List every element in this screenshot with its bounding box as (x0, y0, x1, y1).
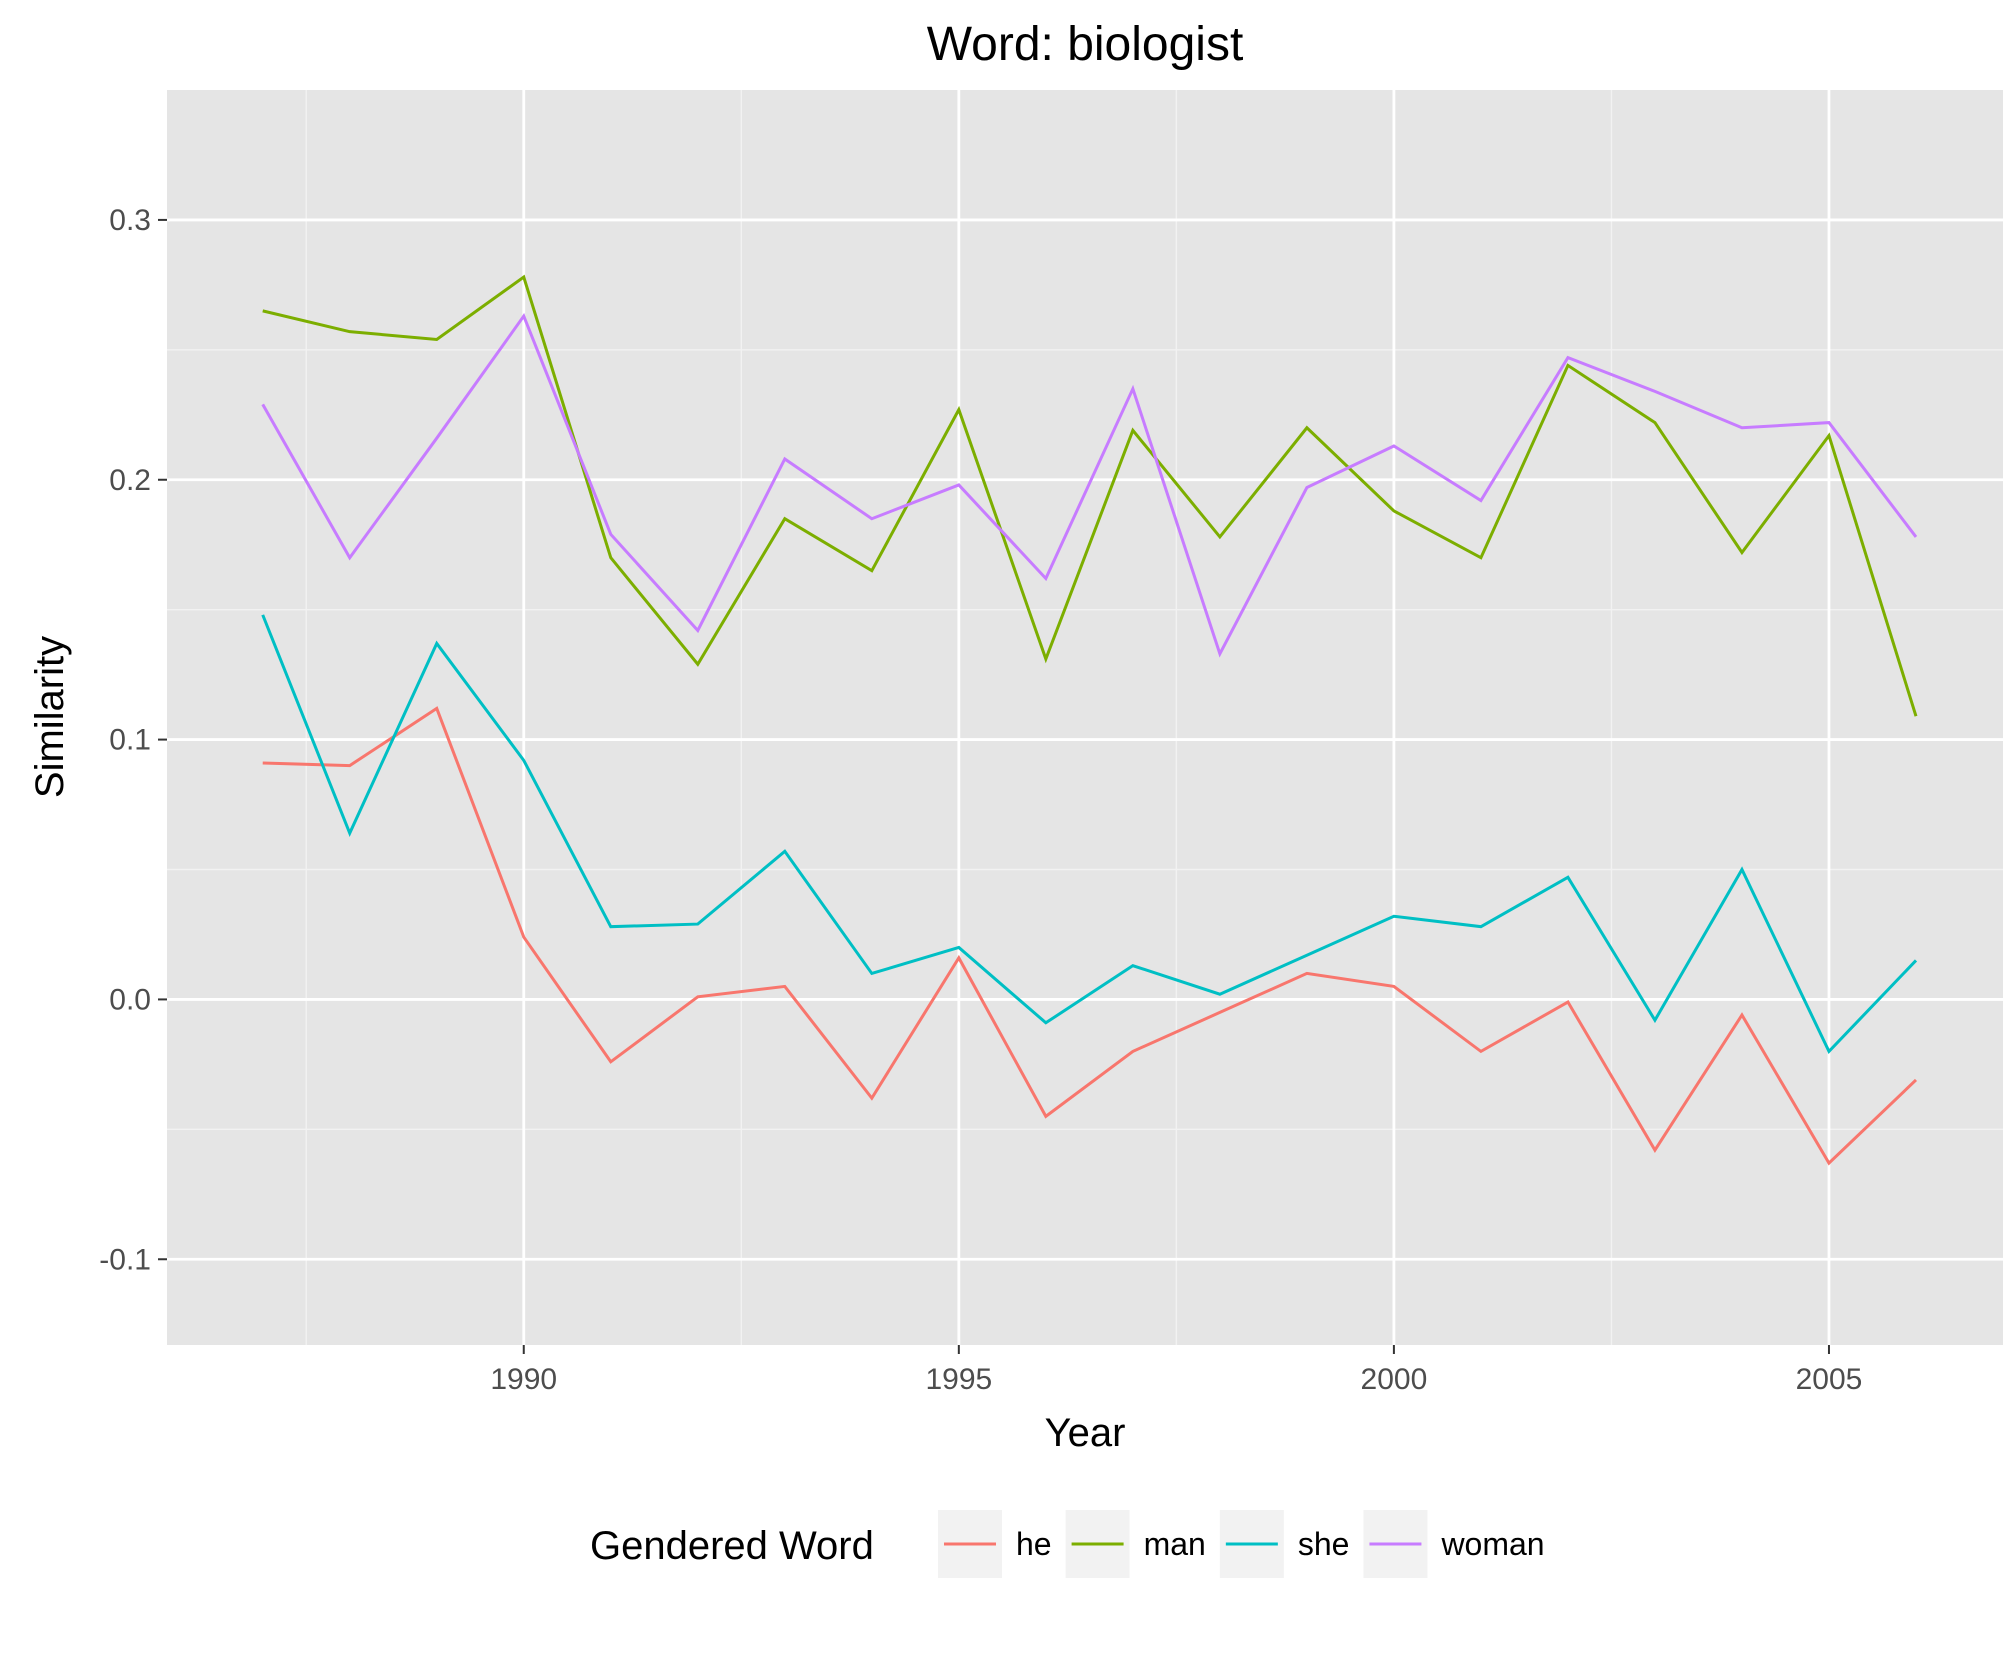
y-axis-title: Similarity (28, 636, 72, 798)
series-line-she (261, 614, 1918, 1054)
x-tick-label: 2000 (1361, 1363, 1428, 1396)
y-tick-label: 0.2 (109, 464, 151, 497)
axis-ticks (158, 218, 1830, 1354)
series-line-he (262, 706, 1918, 1166)
series-lines (261, 274, 1918, 1166)
legend-title: Gendered Word (590, 1524, 874, 1568)
series-line-man (262, 274, 1918, 717)
legend-label: she (1298, 1526, 1350, 1562)
legend-item-man: man (1065, 1510, 1206, 1578)
x-tick-label: 1990 (490, 1363, 557, 1396)
chart-title: Word: biologist (927, 18, 1244, 71)
legend-label: woman (1440, 1526, 1544, 1562)
tick-labels: 1990 1995 2000 2005 -0.1 0.0 0.1 0.2 0.3 (99, 204, 1862, 1396)
y-tick-label: 0.0 (109, 983, 151, 1016)
legend-item-she: she (1219, 1510, 1350, 1578)
legend-items: he man she woman (938, 1510, 1545, 1578)
minor-gridlines (167, 90, 2003, 1345)
x-tick-label: 1995 (925, 1363, 992, 1396)
legend-item-he: he (938, 1510, 1052, 1578)
x-tick-label: 2005 (1796, 1363, 1863, 1396)
series-line-woman (261, 312, 1918, 658)
legend-label: man (1144, 1526, 1206, 1562)
x-axis-title: Year (1045, 1411, 1126, 1455)
plot-panel (167, 90, 2003, 1345)
y-tick-label: 0.1 (109, 724, 151, 757)
legend: Gendered Word he man she woman (590, 1510, 1545, 1578)
legend-label: he (1016, 1526, 1052, 1562)
legend-item-woman: woman (1363, 1510, 1545, 1578)
y-tick-label: -0.1 (99, 1243, 151, 1276)
major-gridlines (167, 90, 2003, 1345)
y-tick-label: 0.3 (109, 204, 151, 237)
